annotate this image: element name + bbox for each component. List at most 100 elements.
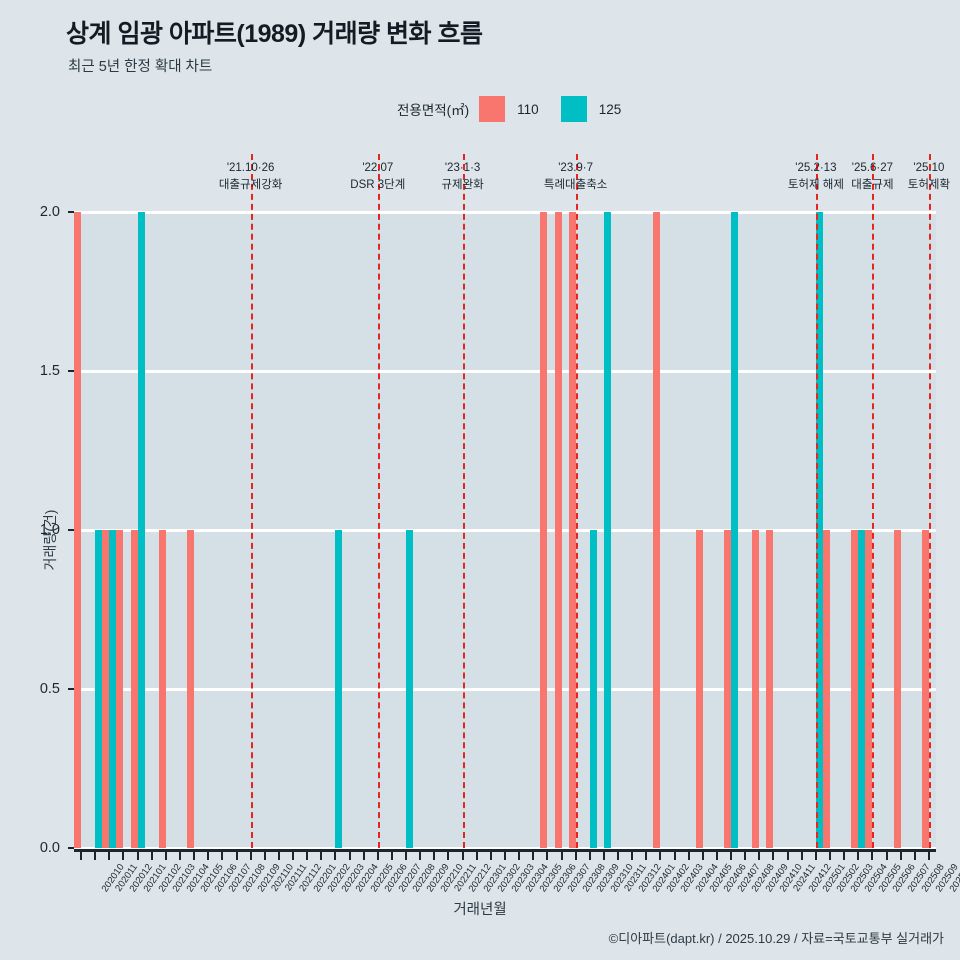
x-tick-mark bbox=[376, 851, 379, 860]
source-note: ©디아파트(dapt.kr) / 2025.10.29 / 자료=국토교통부 실… bbox=[608, 931, 944, 946]
x-tick-mark bbox=[645, 851, 648, 860]
x-tick-mark bbox=[829, 851, 832, 860]
legend-title: 전용면적(㎡) bbox=[397, 103, 470, 118]
page-title: 상계 임광 아파트(1989) 거래량 변화 흐름 bbox=[66, 20, 483, 48]
bar-110-202410 bbox=[752, 530, 760, 848]
x-tick-mark bbox=[857, 851, 860, 860]
bar-125-202102 bbox=[137, 212, 145, 848]
legend: 전용면적(㎡) 110 125 bbox=[397, 96, 621, 122]
legend-item-110[interactable]: 110 bbox=[479, 96, 561, 122]
y-tick-label: 2.0 bbox=[39, 204, 60, 220]
bar-110-202309 bbox=[568, 212, 576, 848]
y-tick-mark bbox=[68, 847, 74, 849]
x-tick-mark bbox=[617, 851, 620, 860]
plot-area bbox=[74, 154, 936, 850]
x-tick-mark bbox=[433, 851, 436, 860]
bar-125-202011 bbox=[95, 530, 103, 848]
event-line-202506 bbox=[872, 154, 875, 848]
x-tick-mark bbox=[277, 851, 280, 860]
event-line-202110 bbox=[250, 154, 253, 848]
y-axis: 거래량(건) 0.0 0.5 1.0 1.5 2.0 bbox=[0, 0, 74, 960]
y-tick-label: 1.0 bbox=[39, 522, 60, 538]
bar-110-202506 bbox=[865, 530, 873, 848]
x-tick-mark bbox=[532, 851, 535, 860]
bar-110-202102 bbox=[130, 530, 138, 848]
bar-110-202406 bbox=[695, 530, 703, 848]
event-line-202207 bbox=[377, 154, 380, 848]
x-tick-mark bbox=[786, 851, 789, 860]
y-tick-mark bbox=[68, 211, 74, 213]
x-tick-mark bbox=[489, 851, 492, 860]
bar-110-202101 bbox=[116, 530, 124, 848]
x-tick-mark bbox=[235, 851, 238, 860]
x-tick-mark bbox=[447, 851, 450, 860]
x-tick-mark bbox=[362, 851, 365, 860]
x-tick-mark bbox=[518, 851, 521, 860]
bar-125-202310 bbox=[589, 530, 597, 848]
x-tick-mark bbox=[772, 851, 775, 860]
x-tick-mark bbox=[178, 851, 181, 860]
y-tick-mark bbox=[68, 529, 74, 531]
bar-125-202204 bbox=[335, 530, 343, 848]
legend-swatch-125 bbox=[560, 96, 587, 122]
x-tick-mark bbox=[249, 851, 252, 860]
y-axis-title: 거래량(건) bbox=[42, 509, 58, 571]
gridline bbox=[74, 210, 936, 214]
x-tick-mark bbox=[715, 851, 718, 860]
x-tick-mark bbox=[263, 851, 266, 860]
x-tick-mark bbox=[405, 851, 408, 860]
x-tick-mark bbox=[348, 851, 351, 860]
x-tick-mark bbox=[673, 851, 676, 860]
x-tick-mark bbox=[814, 851, 817, 860]
x-axis-line bbox=[74, 849, 936, 852]
legend-swatch-110 bbox=[479, 96, 506, 122]
x-tick-mark bbox=[334, 851, 337, 860]
legend-item-125[interactable]: 125 bbox=[560, 96, 622, 122]
y-tick-mark bbox=[68, 370, 74, 372]
legend-label-110: 110 bbox=[517, 101, 539, 117]
x-tick-mark bbox=[800, 851, 803, 860]
x-tick-mark bbox=[475, 851, 478, 860]
x-tick-mark bbox=[913, 851, 916, 860]
x-tick-mark bbox=[122, 851, 125, 860]
y-tick-mark bbox=[68, 688, 74, 690]
x-tick-mark bbox=[560, 851, 563, 860]
event-line-202301 bbox=[462, 154, 465, 848]
x-tick-mark bbox=[631, 851, 634, 860]
bar-110-202012 bbox=[102, 530, 110, 848]
x-tick-mark bbox=[292, 851, 295, 860]
x-tick-mark bbox=[871, 851, 874, 860]
event-line-202510 bbox=[928, 154, 931, 848]
x-tick-mark bbox=[744, 851, 747, 860]
y-tick-label: 1.5 bbox=[39, 363, 60, 379]
x-tick-mark bbox=[221, 851, 224, 860]
x-tick-mark bbox=[927, 851, 930, 860]
x-tick-mark bbox=[136, 851, 139, 860]
gridline bbox=[74, 528, 936, 532]
gridline bbox=[74, 687, 936, 691]
x-tick-mark bbox=[546, 851, 549, 860]
bar-110-202408 bbox=[724, 530, 732, 848]
x-tick-mark bbox=[94, 851, 97, 860]
gridline bbox=[74, 369, 936, 373]
x-tick-mark bbox=[419, 851, 422, 860]
bar-125-202408 bbox=[731, 212, 739, 848]
x-tick-mark bbox=[108, 851, 111, 860]
bar-110-202510 bbox=[921, 530, 929, 848]
legend-label-125: 125 bbox=[598, 101, 622, 117]
x-tick-mark bbox=[701, 851, 704, 860]
x-tick-mark bbox=[504, 851, 506, 860]
x-tick-mark bbox=[758, 851, 761, 860]
x-axis-title: 거래년월 bbox=[453, 902, 507, 918]
x-tick-mark bbox=[885, 851, 888, 860]
event-line-202309 bbox=[575, 154, 578, 848]
bar-125-202505 bbox=[858, 530, 866, 848]
page-subtitle: 최근 5년 한정 확대 차트 bbox=[68, 59, 213, 75]
bar-110-202505 bbox=[851, 530, 859, 848]
x-tick-mark bbox=[574, 851, 577, 860]
bar-125-202012 bbox=[109, 530, 117, 848]
x-tick-mark bbox=[461, 851, 464, 860]
x-tick-mark bbox=[320, 851, 323, 860]
bar-110-202307 bbox=[540, 212, 548, 848]
x-tick-mark bbox=[659, 851, 662, 860]
